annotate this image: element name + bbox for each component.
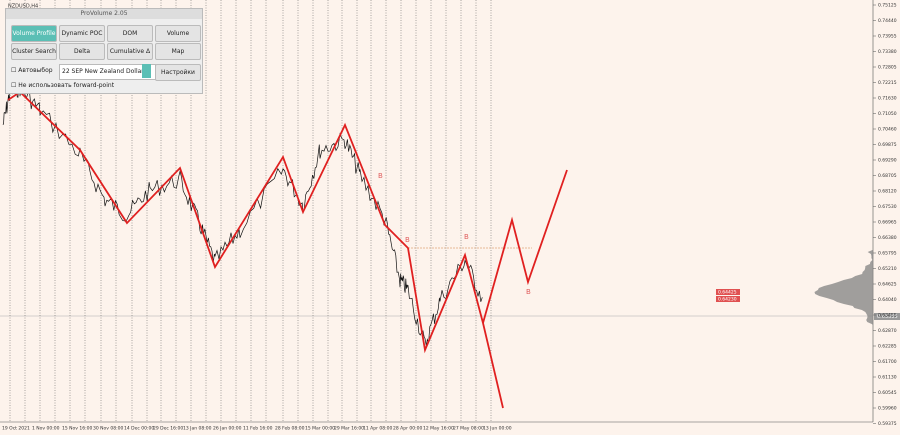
price-label: 0.73955 [878, 34, 897, 40]
date-label: 13 Jan 08:00 [183, 426, 212, 432]
price-label: 0.69290 [878, 158, 897, 164]
date-label: 28 Feb 08:00 [275, 426, 305, 432]
button[interactable]: Map [155, 43, 201, 60]
date-label: 11 Apr 08:00 [363, 426, 392, 432]
button[interactable]: DOM [107, 25, 153, 42]
current-price: 0.63385 [877, 314, 898, 320]
price-label: 0.60545 [878, 390, 897, 396]
price-label: 0.74440 [878, 18, 897, 24]
price-label: 0.72215 [878, 80, 897, 86]
projection [482, 169, 568, 324]
date-label: 12 May 16:00 [423, 426, 454, 432]
date-label: 30 Nov 08:00 [93, 426, 123, 432]
wave-label: B [405, 236, 410, 244]
zigzag [7, 90, 504, 409]
wave-label: B [378, 172, 383, 180]
button[interactable]: Delta [59, 43, 105, 60]
price-label: 0.65795 [878, 251, 897, 257]
provolume-panel: ProVolume 2.05 Volume Profile Dynamic PO… [5, 8, 203, 94]
price-label: 0.67530 [878, 204, 897, 210]
price-label: 0.66380 [878, 235, 897, 241]
date-label: 14 Dec 00:00 [124, 426, 154, 432]
date-label: 13 Jun 00:00 [483, 426, 512, 432]
price-label: 0.69875 [878, 142, 897, 148]
current-price-box [874, 313, 900, 320]
button[interactable]: Cluster Search [11, 43, 57, 60]
price-label: 0.63455 [878, 313, 897, 319]
price-label: 0.59375 [878, 421, 897, 427]
price-label: 0.62870 [878, 328, 897, 334]
price-label: 0.65210 [878, 266, 897, 272]
price-label: 0.61130 [878, 375, 897, 381]
select-arrow[interactable] [142, 64, 151, 78]
date-label: 29 Mar 16:00 [334, 426, 364, 432]
price-label: 0.75125 [878, 3, 897, 9]
price-label: 0.68705 [878, 173, 897, 179]
price-label: 0.61700 [878, 359, 897, 365]
price-label: 0.62285 [878, 344, 897, 350]
checkbox-label: Не использовать forward-point [18, 82, 115, 89]
price-tag-bg [716, 296, 740, 302]
price-tag: 0.64425 [718, 290, 737, 296]
symbol-label: NZDUSD,H4 [8, 4, 38, 10]
forward-checkbox[interactable]: ☐ Не использовать forward-point [11, 82, 115, 89]
date-label: 15 Nov 16:00 [62, 426, 92, 432]
price-line [2, 81, 483, 346]
price-label: 0.71630 [878, 96, 897, 102]
date-label: 11 Feb 16:00 [243, 426, 273, 432]
price-label: 0.66965 [878, 220, 897, 226]
wave-label: B [526, 288, 531, 296]
price-label: 0.64625 [878, 282, 897, 288]
button[interactable]: Cumulative Δ [107, 43, 153, 60]
date-label: 28 Apr 00:00 [393, 426, 422, 432]
price-label: 0.70460 [878, 127, 897, 133]
date-label: 15 Mar 00:00 [305, 426, 335, 432]
price-label: 0.59960 [878, 406, 897, 412]
price-label: 0.64040 [878, 297, 897, 303]
settings-button[interactable]: Настройки [155, 64, 201, 81]
button[interactable]: Volume Profile [11, 25, 57, 42]
panel-title: ProVolume 2.05 [6, 9, 202, 19]
date-label: 1 Nov 00:00 [32, 426, 60, 432]
date-label: 27 May 08:00 [453, 426, 484, 432]
wave-label: B [464, 233, 469, 241]
price-label: 0.73380 [878, 49, 897, 55]
button[interactable]: Dynamic POC [59, 25, 105, 42]
price-label: 0.71050 [878, 111, 897, 117]
date-label: 26 Jan 00:00 [213, 426, 242, 432]
price-label: 0.68120 [878, 189, 897, 195]
price-label: 0.72805 [878, 65, 897, 71]
price-tag: 0.64230 [718, 297, 737, 303]
volume-profile [814, 250, 873, 325]
checkbox-label: Автовыбор [18, 67, 53, 74]
price-tag-bg [716, 289, 740, 295]
auto-checkbox[interactable]: ☐ Автовыбор [11, 67, 53, 74]
date-label: 29 Dec 16:00 [153, 426, 183, 432]
button[interactable]: Volume [155, 25, 201, 42]
date-label: 19 Oct 2021 [2, 426, 30, 432]
